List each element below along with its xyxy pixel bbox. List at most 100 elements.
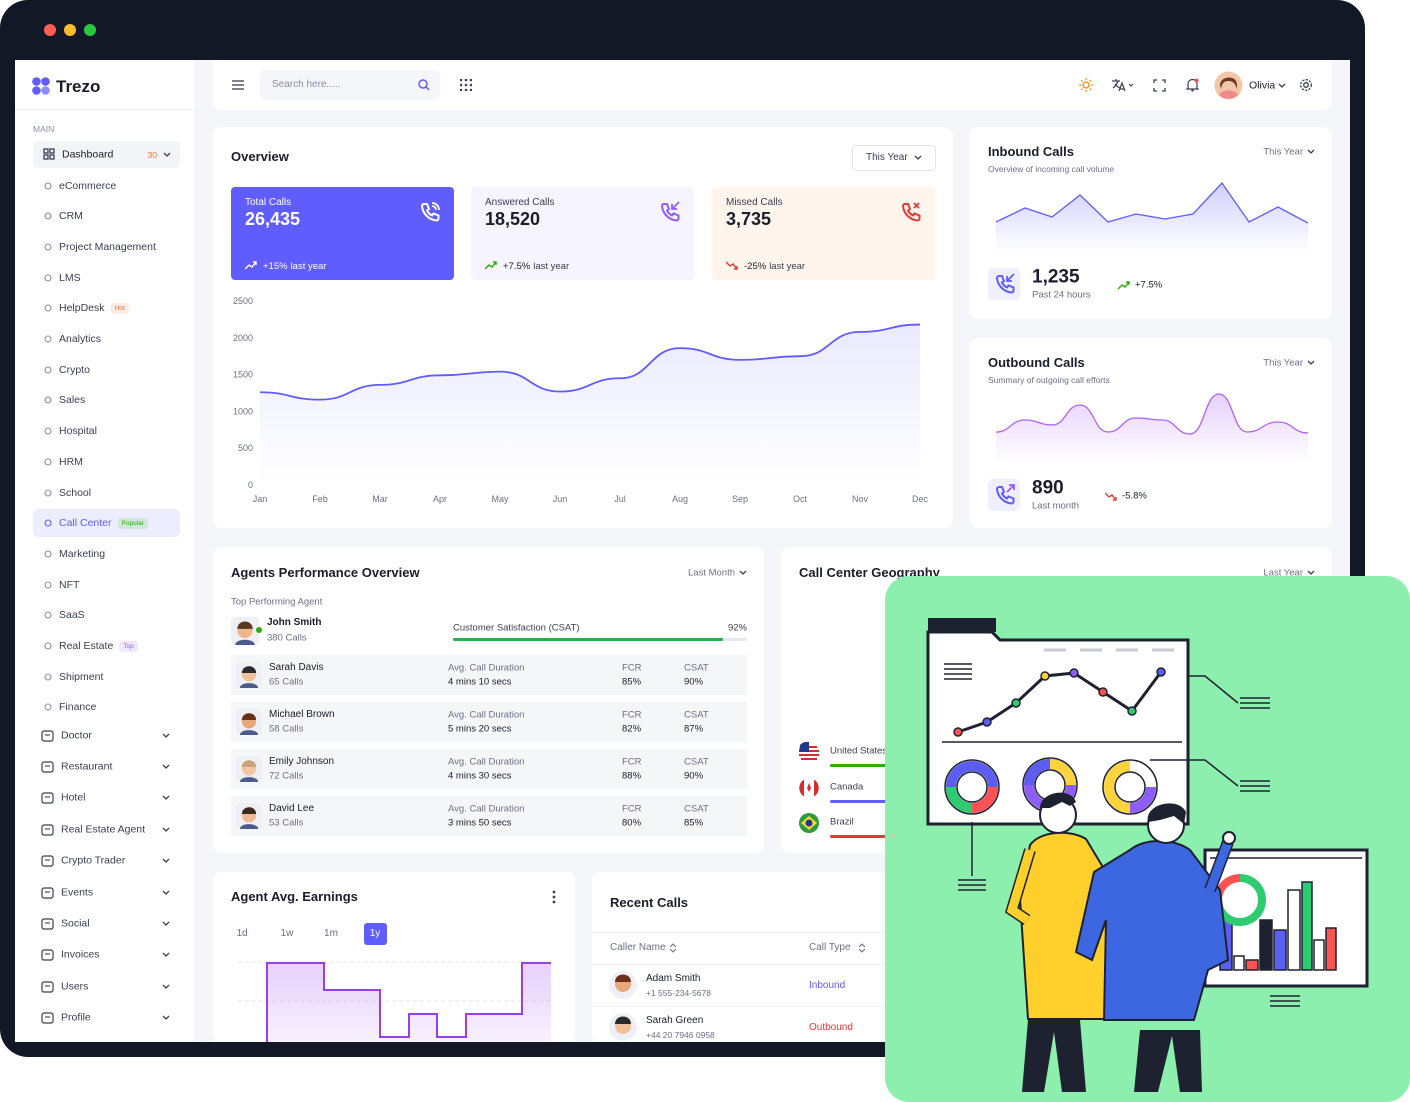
country-flag-part [805, 819, 813, 827]
menu-label: HelpDesk [59, 302, 105, 315]
menu-item[interactable]: Project Management [59, 239, 179, 255]
trend-icon [1105, 492, 1117, 501]
menu-item[interactable]: NFT [59, 577, 179, 593]
agent-calls: 380 Calls [267, 632, 307, 644]
y-tick-label: 2500 [233, 296, 253, 306]
illustration-part-part [1156, 667, 1166, 677]
menu-icon [41, 855, 54, 867]
filter-label[interactable]: This Year [1263, 357, 1303, 369]
language-icon-part [1128, 83, 1134, 87]
illustration-part-part [1098, 687, 1108, 697]
agent-name: Michael Brown [269, 709, 335, 720]
illustration-part [1022, 1020, 1086, 1092]
illustration-part-part [1259, 919, 1273, 971]
search-placeholder: Search here..... [272, 79, 341, 90]
menu-label[interactable]: Events [61, 886, 94, 899]
column-header[interactable]: Call Type [809, 942, 851, 953]
menu-item[interactable]: Call Center Popular [59, 515, 179, 531]
menu-item[interactable]: School [59, 485, 179, 501]
settings-icon[interactable] [1299, 78, 1313, 92]
menu-item[interactable]: Shipment [59, 669, 179, 685]
menu-bullet [44, 519, 52, 527]
menu-icon-part [41, 729, 54, 742]
notification-icon[interactable] [1186, 78, 1199, 92]
range-tab[interactable]: 1d [236, 928, 248, 939]
menu-item[interactable]: Crypto [59, 362, 179, 378]
range-tab[interactable]: 1y [369, 928, 381, 939]
filter-chevron [1307, 360, 1315, 365]
menu-badge: Popular [117, 517, 148, 529]
outbound-sparkline-part [996, 393, 1308, 463]
user-avatar[interactable] [1214, 71, 1243, 100]
menu-item[interactable]: eCommerce [59, 178, 179, 194]
dashboard-item[interactable] [33, 141, 180, 168]
apps-icon[interactable] [460, 79, 472, 91]
agent-calls: 58 Calls [269, 723, 304, 735]
call-note: Last month [1032, 500, 1079, 512]
illustration-part-part [1114, 771, 1146, 803]
stat-card [712, 187, 935, 280]
search-box[interactable] [260, 70, 440, 100]
user-name[interactable]: Olivia [1249, 79, 1276, 92]
menu-bullet-part [44, 335, 52, 343]
filter-label[interactable]: This Year [1263, 146, 1303, 158]
menu-label[interactable]: Restaurant [61, 760, 113, 773]
column-label: FCR [622, 803, 642, 815]
theme-icon[interactable] [1079, 78, 1093, 92]
menu-toggle[interactable] [232, 80, 244, 90]
column-header[interactable]: Caller Name [610, 942, 666, 953]
filter-label[interactable]: Last Year [1263, 567, 1303, 579]
illustration-part-part [953, 727, 963, 737]
menu-label[interactable]: Users [61, 980, 89, 993]
menu-icon [41, 824, 54, 836]
avatar [231, 617, 259, 645]
user-chevron [1278, 83, 1286, 88]
active-highlight [33, 509, 180, 538]
illustration-part-part [946, 786, 973, 813]
menu-bullet [44, 642, 52, 650]
theme-icon-part-part [1089, 79, 1092, 82]
call-note: Past 24 hours [1032, 289, 1091, 301]
menu-item[interactable]: Real Estate Top [59, 638, 179, 654]
dashboard-icon-part [43, 154, 49, 160]
menu-item[interactable]: CRM [59, 208, 179, 224]
menu-label[interactable]: Invoices [61, 949, 100, 961]
x-tick-label: Oct [793, 494, 808, 504]
filter-button[interactable] [852, 145, 936, 171]
range-tab[interactable]: 1m [324, 928, 338, 939]
menu-item[interactable]: SaaS [59, 607, 179, 623]
column-label: CSAT [684, 756, 709, 768]
menu-label[interactable]: Profile [61, 1011, 91, 1024]
menu-label[interactable]: Hotel [61, 792, 86, 804]
logo-icon [32, 77, 50, 95]
more-icon[interactable] [552, 890, 556, 904]
menu-item[interactable]: Sales [59, 392, 179, 408]
menu-label[interactable]: Crypto Trader [61, 854, 126, 867]
menu-item[interactable]: Analytics [59, 331, 179, 347]
menu-item[interactable]: Finance [59, 699, 179, 715]
duration-value: 3 mins 50 secs [448, 817, 512, 829]
search-icon[interactable] [418, 79, 430, 91]
menu-icon-part [41, 981, 54, 993]
menu-label[interactable]: Real Estate Agent [61, 823, 146, 836]
menu-item[interactable]: Marketing [59, 546, 179, 562]
fullscreen-icon[interactable] [1153, 79, 1166, 92]
menu-item[interactable]: Hospital [59, 423, 179, 439]
avatar-part [235, 639, 255, 645]
menu-label[interactable]: Doctor [61, 729, 92, 742]
column-label: Avg. Call Duration [448, 709, 525, 721]
language-icon[interactable] [1111, 78, 1135, 92]
menu-label[interactable]: Social [61, 917, 90, 930]
menu-item[interactable]: HRM [59, 454, 179, 470]
illustration-part-part [1040, 671, 1050, 681]
apps-icon-part [460, 88, 463, 91]
call-icon [995, 273, 1015, 294]
menu-chevron-part [162, 890, 170, 895]
illustration-part-part [1102, 759, 1158, 815]
filter-label[interactable]: Last Month [688, 567, 735, 579]
stat-icon [420, 202, 440, 222]
menu-item[interactable]: LMS [59, 270, 179, 286]
menu-item[interactable]: HelpDesk Hot [59, 300, 179, 316]
range-tab[interactable]: 1w [280, 928, 294, 939]
